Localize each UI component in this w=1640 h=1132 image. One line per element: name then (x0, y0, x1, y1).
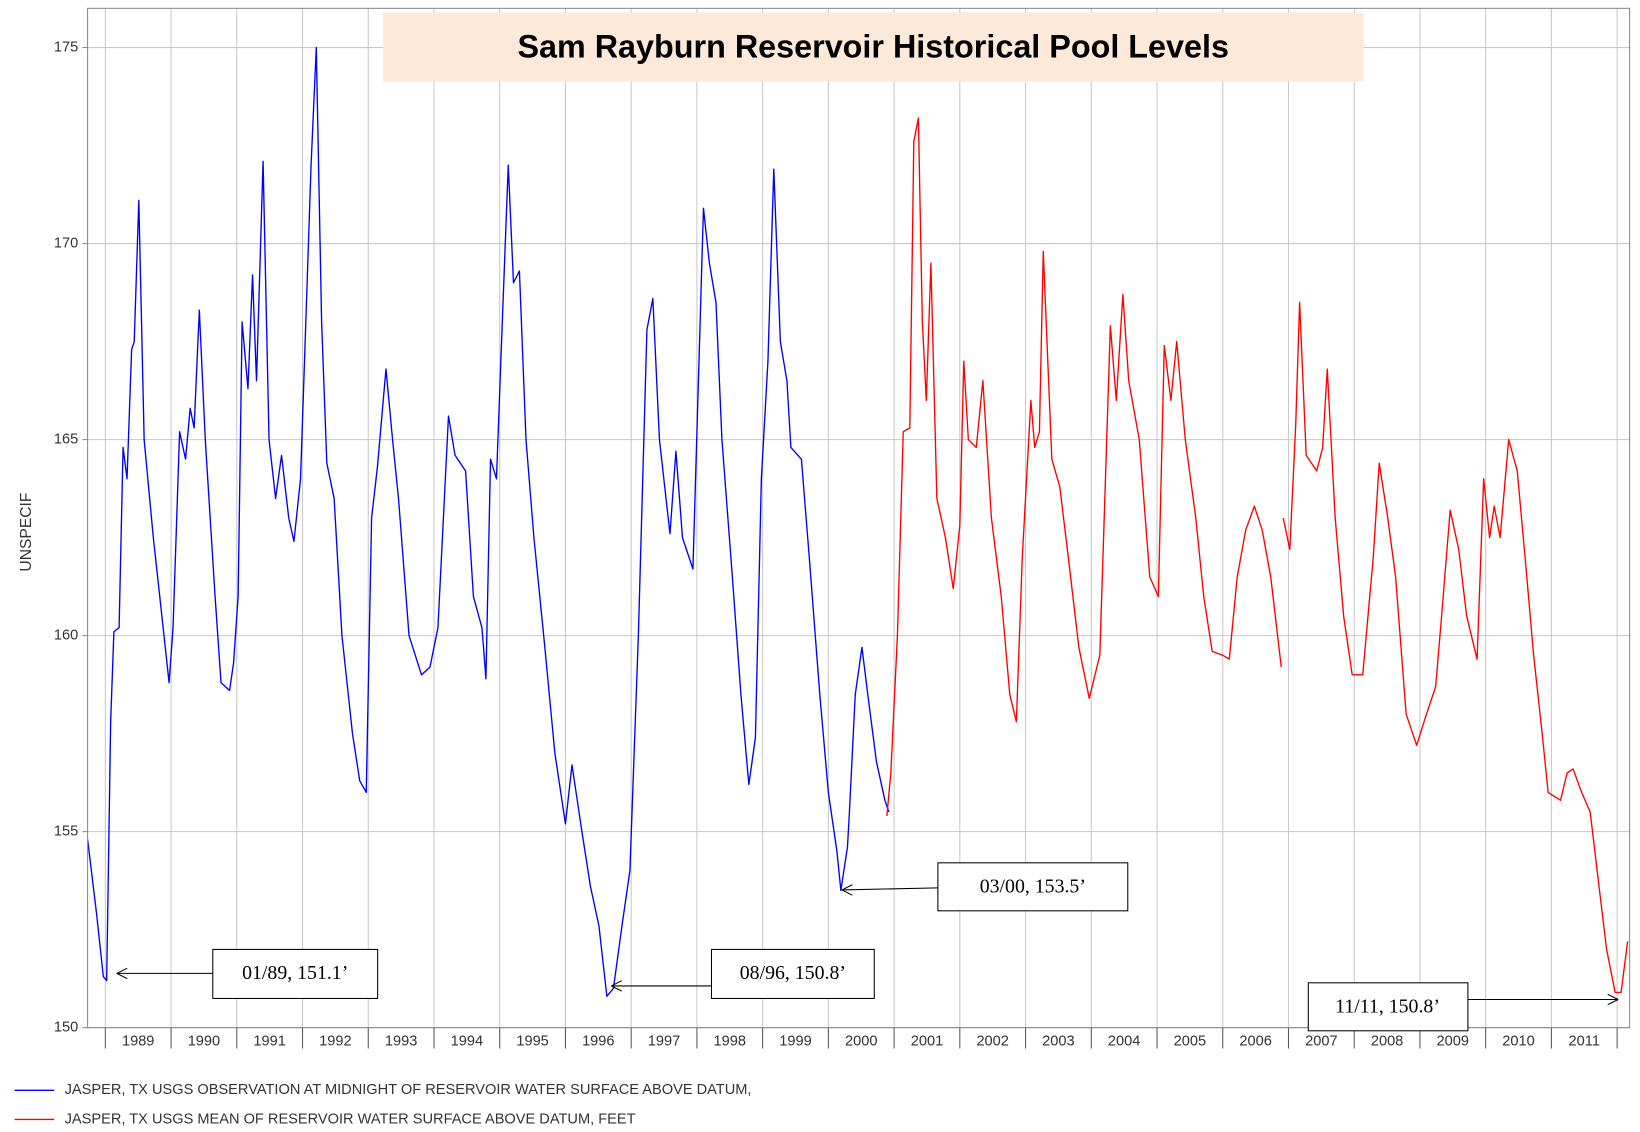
y-axis-label: UNSPECIF (18, 493, 35, 572)
series-line (886, 117, 1629, 994)
series-line (86, 46, 890, 997)
x-tick-label: 1999 (779, 1033, 811, 1049)
x-tick-label: 1990 (188, 1033, 220, 1049)
x-tick-label: 2003 (1042, 1033, 1074, 1049)
x-tick-label: 1993 (385, 1033, 417, 1049)
annotation-arrow (841, 887, 938, 891)
x-tick-label: 2004 (1108, 1033, 1140, 1049)
arrow-head (116, 967, 128, 980)
y-tick-label: 170 (54, 235, 78, 251)
legend-label: JASPER, TX USGS MEAN OF RESERVOIR WATER … (65, 1111, 636, 1127)
x-tick-label: 1995 (516, 1033, 548, 1049)
annotation: 03/00, 153.5’ (841, 862, 1129, 912)
annotation-text: 01/89, 151.1’ (242, 962, 348, 984)
x-tick-label: 2008 (1371, 1033, 1403, 1049)
x-tick-label: 2001 (911, 1033, 943, 1049)
annotation-box (710, 948, 875, 999)
chart-title: Sam Rayburn Reservoir Historical Pool Le… (517, 29, 1229, 65)
x-tick-label: 1992 (319, 1033, 351, 1049)
y-tick-label: 150 (54, 1020, 78, 1036)
annotation-box (212, 948, 379, 999)
annotation-text: 08/96, 150.8’ (740, 962, 846, 984)
x-tick-label: 2000 (845, 1033, 877, 1049)
x-tick-label: 2009 (1437, 1033, 1469, 1049)
y-tick-label: 155 (54, 824, 78, 840)
x-tick-label: 1996 (582, 1033, 614, 1049)
annotation-box (1307, 982, 1469, 1032)
legend-label: JASPER, TX USGS OBSERVATION AT MIDNIGHT … (65, 1082, 752, 1098)
arrow-head (1607, 993, 1619, 1006)
annotation: 11/11, 150.8’ (1307, 982, 1619, 1032)
x-tick-label: 1997 (648, 1033, 680, 1049)
y-tick-label: 165 (54, 431, 78, 447)
plot-lines (86, 46, 1629, 997)
x-tick-label: 2006 (1239, 1033, 1271, 1049)
x-tick-label: 2011 (1569, 1033, 1600, 1049)
x-tick-label: 1998 (714, 1033, 746, 1049)
annotation: 08/96, 150.8’ (611, 948, 875, 999)
legend: JASPER, TX USGS OBSERVATION AT MIDNIGHT … (14, 1082, 752, 1127)
y-tick-label: 160 (54, 627, 78, 643)
y-tick-label: 175 (54, 39, 78, 55)
x-tick-label: 2010 (1502, 1033, 1534, 1049)
x-tick-label: 2002 (976, 1033, 1008, 1049)
x-tick-label: 2007 (1305, 1033, 1337, 1049)
title-box (382, 12, 1364, 82)
x-tick-label: 1989 (122, 1033, 154, 1049)
annotation-text: 11/11, 150.8’ (1335, 995, 1440, 1017)
x-tick-label: 2005 (1174, 1033, 1206, 1049)
plot-frame (87, 7, 1631, 1029)
arrow-head (611, 980, 623, 992)
x-tick-label: 1994 (451, 1033, 483, 1049)
annotation-box (937, 862, 1129, 912)
x-tick-label: 1991 (253, 1033, 285, 1049)
arrow-head (841, 884, 853, 896)
annotation: 01/89, 151.1’ (116, 948, 379, 999)
annotation-text: 03/00, 153.5’ (980, 875, 1086, 897)
